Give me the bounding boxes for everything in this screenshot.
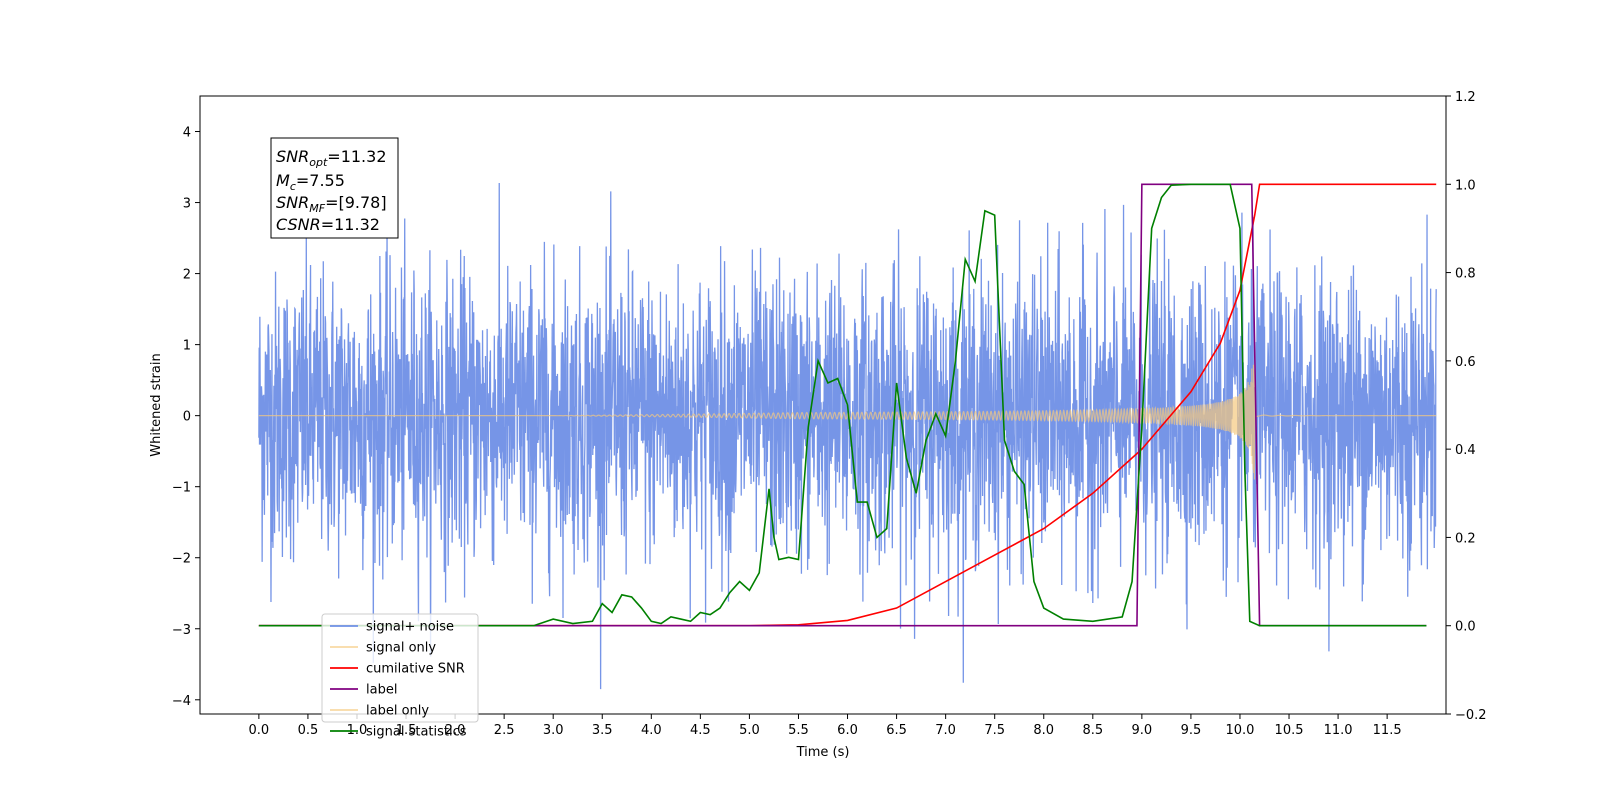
right-tick-label: 1.0 bbox=[1455, 178, 1476, 193]
left-tick-label: −1 bbox=[172, 481, 191, 496]
x-tick-label: 8.0 bbox=[1033, 723, 1054, 738]
left-tick-label: 1 bbox=[183, 339, 191, 354]
x-tick-label: 3.5 bbox=[592, 723, 613, 738]
x-tick-label: 5.5 bbox=[788, 723, 809, 738]
x-tick-label: 3.0 bbox=[543, 723, 564, 738]
left-tick-label: 4 bbox=[183, 126, 191, 141]
annotation-snr-mf: SNRMF=[9.78] bbox=[276, 193, 387, 215]
legend-entry-label: label bbox=[330, 683, 397, 698]
series-layer bbox=[258, 183, 1437, 690]
x-tick-label: 0.5 bbox=[298, 723, 319, 738]
y-axis-label-left: Whitened strain bbox=[149, 353, 164, 456]
legend-label: signal only bbox=[366, 641, 436, 656]
x-tick-label: 10.0 bbox=[1225, 723, 1254, 738]
x-tick-label: 1.5 bbox=[396, 723, 417, 738]
x-tick-label: 6.0 bbox=[837, 723, 858, 738]
legend-label: signal statistics bbox=[366, 725, 467, 740]
x-tick-label: 10.5 bbox=[1275, 723, 1304, 738]
right-tick-label: 0.6 bbox=[1455, 355, 1476, 370]
series-signal-statistics bbox=[258, 183, 1427, 627]
legend-entries: signal+ noise signal only cumilative SNR la… bbox=[330, 620, 467, 740]
plot-frame bbox=[199, 95, 1447, 715]
right-tick-label: 0.8 bbox=[1455, 267, 1476, 282]
annotation-box: SNRopt=11.32 Mc=7.55 SNRMF=[9.78] CSNR=1… bbox=[270, 137, 399, 239]
series-signal-noise bbox=[258, 183, 1437, 690]
legend-entry-label-only: label only bbox=[330, 704, 429, 719]
right-tick-label: 0.4 bbox=[1455, 443, 1476, 458]
right-tick-label: −0.2 bbox=[1455, 708, 1487, 723]
legend-frame bbox=[321, 613, 479, 723]
series-signal-only bbox=[258, 364, 1437, 480]
left-tick-label: 2 bbox=[183, 268, 191, 283]
annotation-csnr: CSNR=11.32 bbox=[276, 215, 380, 234]
x-tick-label: 7.0 bbox=[935, 723, 956, 738]
legend-entry-cumilative-snr: cumilative SNR bbox=[330, 662, 465, 677]
legend-entry-signal-noise: signal+ noise bbox=[330, 620, 454, 635]
legend-entry-signal-only: signal only bbox=[330, 641, 436, 656]
left-tick-label: 3 bbox=[183, 197, 191, 212]
legend-label: cumilative SNR bbox=[366, 662, 465, 677]
annotation-mc: Mc=7.55 bbox=[276, 171, 345, 193]
right-tick-label: 0.2 bbox=[1455, 531, 1476, 546]
x-tick-label: 8.5 bbox=[1082, 723, 1103, 738]
x-tick-label: 11.5 bbox=[1373, 723, 1402, 738]
right-tick-label: 0.0 bbox=[1455, 620, 1476, 635]
x-tick-label: 5.0 bbox=[739, 723, 760, 738]
left-tick-label: 0 bbox=[183, 410, 191, 425]
legend: signal+ noise signal only cumilative SNR la… bbox=[321, 613, 479, 740]
legend-label: label bbox=[366, 683, 397, 698]
x-tick-label: 9.0 bbox=[1132, 723, 1153, 738]
legend-label: label only bbox=[366, 704, 429, 719]
left-tick-label: −2 bbox=[172, 552, 191, 567]
series-cumilative-snr bbox=[258, 183, 1437, 627]
x-tick-label: 4.5 bbox=[690, 723, 711, 738]
x-tick-label: 6.5 bbox=[886, 723, 907, 738]
right-axis-ticks: −0.2 0.0 0.2 0.4 0.6 0.8 1.0 1.2 bbox=[1446, 90, 1487, 723]
x-tick-label: 11.0 bbox=[1324, 723, 1353, 738]
x-axis-ticks: 0.0 0.5 1.0 1.5 2.0 2.5 3.0 3.5 4.0 4.5 5.0 5.5 6.0 6… bbox=[249, 714, 1402, 738]
left-tick-label: −4 bbox=[172, 694, 191, 709]
legend-entry-signal-statistics: signal statistics bbox=[330, 725, 467, 740]
left-axis-ticks: −4 −3 −2 −1 0 1 2 3 4 bbox=[172, 126, 200, 709]
x-tick-label: 4.0 bbox=[641, 723, 662, 738]
annotation-snr-opt: SNRopt=11.32 bbox=[276, 147, 387, 169]
x-tick-label: 2.0 bbox=[445, 723, 466, 738]
right-tick-label: 1.2 bbox=[1455, 90, 1476, 105]
x-tick-label: 7.5 bbox=[984, 723, 1005, 738]
legend-label: signal+ noise bbox=[366, 620, 454, 635]
left-tick-label: −3 bbox=[172, 623, 191, 638]
x-axis-label: Time (s) bbox=[796, 745, 850, 760]
x-tick-label: 2.5 bbox=[494, 723, 515, 738]
annotation-box-frame bbox=[270, 137, 399, 239]
x-tick-label: 0.0 bbox=[249, 723, 270, 738]
x-tick-label: 9.5 bbox=[1181, 723, 1202, 738]
